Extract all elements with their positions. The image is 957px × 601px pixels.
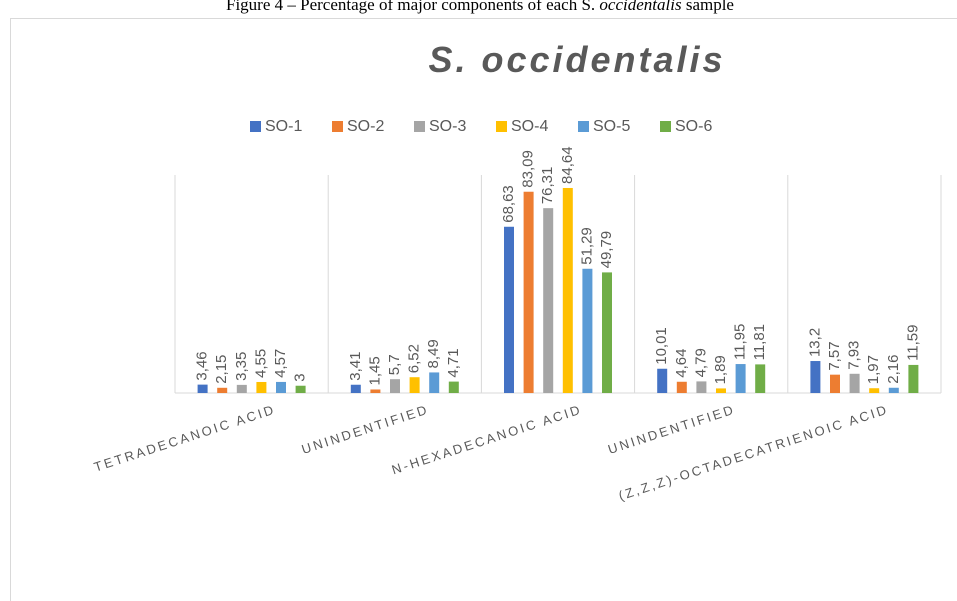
bar	[448, 381, 459, 393]
value-label: 76,31	[539, 167, 556, 205]
value-label: 13,2	[806, 328, 823, 357]
value-label: 2,15	[213, 355, 230, 384]
value-label: 4,55	[252, 349, 269, 378]
legend-swatch	[250, 121, 261, 132]
legend-swatch	[496, 121, 507, 132]
value-label: 3,35	[233, 352, 250, 381]
bar	[562, 187, 573, 393]
caption-italic: occidentalis	[599, 0, 682, 14]
bar	[888, 387, 899, 393]
value-label: 4,57	[272, 349, 289, 378]
value-label: 7,57	[826, 341, 843, 370]
value-label: 4,79	[692, 348, 709, 377]
bar	[657, 368, 668, 393]
bar	[256, 381, 267, 393]
bar	[236, 384, 247, 393]
value-label: 68,63	[500, 185, 517, 223]
value-label: 11,81	[751, 324, 768, 360]
bar	[276, 381, 286, 393]
value-label: 3,41	[347, 352, 364, 381]
value-label: 49,79	[598, 231, 615, 269]
value-label: 51,29	[578, 227, 595, 265]
bar	[295, 385, 306, 393]
legend-swatch	[332, 121, 343, 132]
legend-label: SO-5	[593, 118, 630, 135]
bar	[370, 389, 381, 393]
value-label: 3,46	[194, 351, 211, 380]
legend-swatch	[414, 121, 425, 132]
value-label: 7,93	[846, 341, 863, 370]
bar	[696, 381, 707, 393]
value-label: 8,49	[425, 339, 442, 368]
caption-text: sample	[682, 0, 734, 14]
legend-label: SO-1	[265, 118, 302, 135]
value-label: 84,64	[559, 146, 576, 184]
bar	[830, 374, 840, 393]
bar	[869, 388, 880, 393]
bar	[429, 372, 440, 393]
bar	[849, 373, 860, 393]
value-label: 10,01	[653, 327, 670, 365]
chart-frame	[10, 18, 957, 601]
legend-swatch	[660, 121, 671, 132]
bar	[523, 191, 534, 393]
bar	[543, 208, 554, 393]
bar	[810, 361, 821, 393]
chart-title: S. occidentalis	[428, 39, 725, 80]
value-label: 11,59	[904, 324, 921, 360]
value-label: 1,45	[366, 356, 383, 385]
bar	[390, 379, 400, 393]
value-label: 4,71	[445, 348, 462, 377]
value-label: 4,64	[673, 349, 690, 378]
caption-text: Figure 4 – Percentage of major component…	[226, 0, 599, 14]
bar	[217, 387, 228, 393]
value-label: 11,95	[732, 324, 749, 360]
x-tick-label: UNINDENTIFIED	[606, 402, 737, 457]
x-tick-label: TETRADECANOIC ACID	[92, 402, 278, 475]
x-tick-label: UNINDENTIFIED	[300, 402, 431, 457]
bar	[504, 226, 514, 393]
legend-label: SO-4	[511, 118, 548, 135]
legend-label: SO-6	[675, 118, 712, 135]
value-label: 5,7	[386, 354, 403, 375]
bar	[197, 384, 208, 393]
value-label: 2,16	[885, 355, 902, 384]
value-label: 1,97	[865, 355, 882, 384]
bar	[602, 272, 612, 393]
legend-label: SO-2	[347, 118, 384, 135]
x-tick-label: (Z,Z,Z)-OCTADECATRIENOIC ACID	[617, 402, 891, 504]
value-label: 6,52	[406, 344, 423, 373]
value-label: 1,89	[712, 355, 729, 384]
bar	[676, 381, 687, 393]
bar	[409, 377, 420, 393]
value-label: 3	[292, 373, 309, 381]
legend-swatch	[578, 121, 589, 132]
bar	[716, 388, 726, 393]
bar	[755, 364, 766, 393]
bar	[582, 268, 593, 393]
bar	[350, 384, 361, 393]
bar	[908, 364, 919, 393]
bar	[735, 364, 746, 393]
value-label: 83,09	[520, 150, 537, 188]
legend-label: SO-3	[429, 118, 466, 135]
figure-caption: Figure 4 – Percentage of major component…	[226, 0, 734, 14]
